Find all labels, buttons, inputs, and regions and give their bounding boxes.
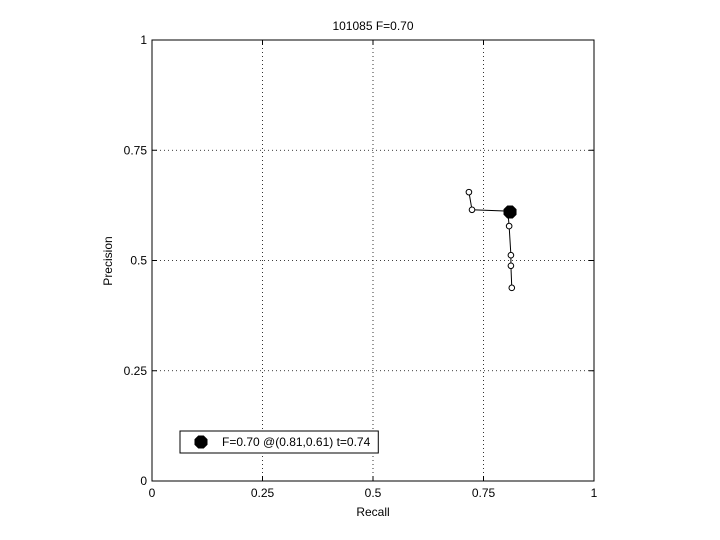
legend-label: F=0.70 @(0.81,0.61) t=0.74 [222,435,371,449]
point [465,188,473,196]
y-tick-label: 1 [140,33,147,47]
x-tick-label: 0.5 [365,486,382,500]
y-tick-label: 0.25 [124,364,148,378]
point [507,262,515,270]
x-axis-label: Recall [356,505,389,519]
y-axis-label: Precision [101,236,115,285]
plot-frame [151,39,595,482]
point [505,222,513,230]
x-tick-label: 0.75 [472,486,496,500]
best-point [503,205,517,219]
point [507,251,515,259]
chart-title: 101085 F=0.70 [332,19,413,33]
point [508,284,516,292]
point [468,206,476,214]
legend-box [179,430,379,454]
x-tick-label: 0 [149,486,156,500]
y-tick-label: 0.5 [130,254,147,268]
y-tick-label: 0 [140,474,147,488]
legend-marker [194,435,208,449]
x-tick-label: 1 [591,486,598,500]
x-tick-label: 0.25 [251,486,275,500]
y-tick-label: 0.75 [124,143,148,157]
